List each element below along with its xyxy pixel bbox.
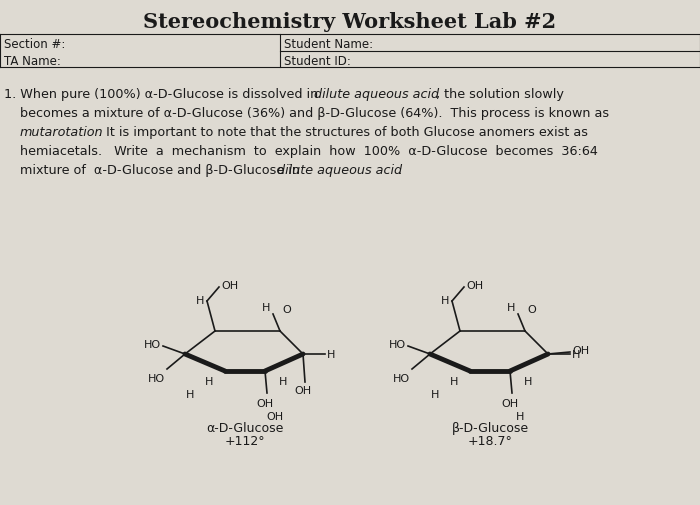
Text: H: H — [440, 295, 449, 306]
Text: H: H — [516, 411, 524, 421]
Text: Stereochemistry Worksheet Lab #2: Stereochemistry Worksheet Lab #2 — [144, 12, 556, 32]
Text: OH: OH — [466, 280, 483, 290]
Text: α-D-Glucose: α-D-Glucose — [206, 421, 284, 434]
Text: hemiacetals.   Write  a  mechanism  to  explain  how  100%  α-D-Glucose  becomes: hemiacetals. Write a mechanism to explai… — [20, 145, 598, 158]
Text: H: H — [195, 295, 204, 306]
Text: H: H — [430, 389, 439, 399]
Text: H: H — [524, 376, 533, 386]
Text: dilute aqueous acid: dilute aqueous acid — [277, 164, 402, 177]
Text: HO: HO — [389, 339, 406, 349]
Text: H: H — [262, 302, 270, 313]
Text: HO: HO — [144, 339, 161, 349]
Text: H: H — [507, 302, 515, 313]
Text: OH: OH — [572, 345, 589, 356]
Text: HO: HO — [148, 373, 165, 383]
Text: β-D-Glucose: β-D-Glucose — [452, 421, 528, 434]
Text: , the solution slowly: , the solution slowly — [436, 88, 564, 101]
Text: dilute aqueous acid: dilute aqueous acid — [314, 88, 439, 101]
Text: OH: OH — [501, 398, 519, 408]
Text: +18.7°: +18.7° — [468, 434, 512, 447]
Text: H: H — [572, 349, 580, 359]
Text: OH: OH — [267, 411, 284, 421]
Text: mixture of  α-D-Glucose and β-D-Glucose in: mixture of α-D-Glucose and β-D-Glucose i… — [20, 164, 304, 177]
Text: OH: OH — [221, 280, 238, 290]
Text: H: H — [186, 389, 194, 399]
Text: OH: OH — [295, 385, 312, 395]
Text: +112°: +112° — [225, 434, 265, 447]
Text: O: O — [282, 305, 290, 315]
Text: Section #:: Section #: — [4, 37, 65, 50]
Text: becomes a mixture of α-D-Glucose (36%) and β-D-Glucose (64%).  This process is k: becomes a mixture of α-D-Glucose (36%) a… — [20, 107, 609, 120]
Text: OH: OH — [256, 398, 274, 408]
Text: mutarotation: mutarotation — [20, 126, 104, 139]
Text: TA Name:: TA Name: — [4, 55, 61, 67]
Text: H: H — [449, 376, 458, 386]
Text: HO: HO — [393, 373, 410, 383]
Text: Student ID:: Student ID: — [284, 55, 351, 67]
Text: H: H — [327, 349, 335, 359]
Text: H: H — [279, 376, 288, 386]
Text: Student Name:: Student Name: — [284, 37, 373, 50]
Text: . It is important to note that the structures of both Glucose anomers exist as: . It is important to note that the struc… — [98, 126, 588, 139]
Text: O: O — [527, 305, 536, 315]
Text: H: H — [204, 376, 213, 386]
Text: .: . — [398, 164, 402, 177]
Text: 1. When pure (100%) α-D-Glucose is dissolved in: 1. When pure (100%) α-D-Glucose is disso… — [4, 88, 322, 101]
